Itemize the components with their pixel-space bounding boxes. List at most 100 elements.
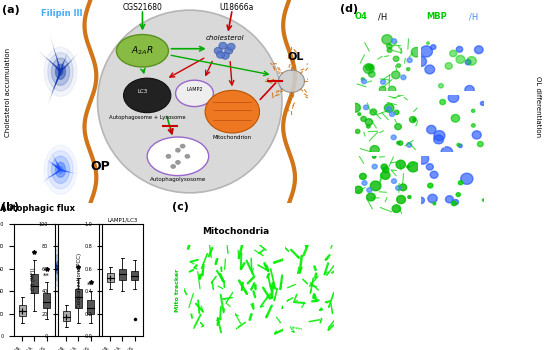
FancyBboxPatch shape: [31, 274, 38, 293]
Polygon shape: [416, 56, 426, 66]
Polygon shape: [465, 85, 474, 94]
Text: Mitochondrion: Mitochondrion: [213, 135, 252, 140]
Text: Autophagic flux: Autophagic flux: [1, 204, 75, 213]
Polygon shape: [56, 260, 65, 275]
Polygon shape: [481, 102, 485, 105]
Polygon shape: [456, 55, 465, 63]
Text: (d): (d): [340, 4, 358, 14]
FancyBboxPatch shape: [75, 289, 82, 308]
Circle shape: [185, 154, 190, 159]
Polygon shape: [56, 64, 65, 79]
Polygon shape: [456, 193, 460, 197]
Polygon shape: [370, 181, 381, 191]
Polygon shape: [52, 156, 69, 183]
Polygon shape: [428, 183, 433, 188]
Polygon shape: [48, 150, 73, 189]
FancyBboxPatch shape: [63, 312, 70, 321]
Polygon shape: [445, 63, 452, 69]
Text: Cholesterol accumulation: Cholesterol accumulation: [6, 48, 11, 137]
Polygon shape: [392, 205, 400, 212]
Polygon shape: [58, 166, 63, 173]
Polygon shape: [475, 46, 483, 54]
Polygon shape: [394, 110, 399, 114]
Polygon shape: [406, 166, 409, 168]
Text: LC3: LC3: [138, 89, 147, 94]
Polygon shape: [438, 84, 443, 88]
Text: Autophagosome + Lysosome: Autophagosome + Lysosome: [109, 115, 185, 120]
Polygon shape: [477, 141, 483, 147]
Ellipse shape: [124, 78, 171, 113]
Text: U18666a: U18666a: [237, 327, 259, 332]
FancyBboxPatch shape: [43, 293, 50, 308]
Polygon shape: [451, 114, 460, 122]
Text: OL differentiation: OL differentiation: [535, 76, 541, 137]
Circle shape: [406, 142, 412, 147]
Circle shape: [175, 160, 181, 165]
Text: **: **: [87, 282, 94, 288]
Polygon shape: [397, 64, 400, 67]
Polygon shape: [431, 45, 436, 49]
Polygon shape: [44, 47, 77, 96]
Text: (a): (a): [2, 5, 20, 15]
Polygon shape: [471, 109, 475, 112]
Polygon shape: [417, 197, 425, 204]
Circle shape: [166, 154, 171, 159]
Y-axis label: Colocalization (PCC): Colocalization (PCC): [76, 252, 81, 308]
Polygon shape: [382, 35, 392, 44]
Polygon shape: [411, 47, 422, 57]
Text: /H: /H: [469, 12, 478, 21]
Polygon shape: [358, 113, 361, 116]
Text: *: *: [32, 251, 36, 257]
Polygon shape: [417, 153, 428, 164]
Text: /H: /H: [378, 12, 387, 21]
Circle shape: [392, 179, 397, 183]
Polygon shape: [393, 56, 399, 61]
Polygon shape: [355, 186, 362, 194]
Circle shape: [407, 58, 412, 63]
Circle shape: [180, 144, 185, 149]
Polygon shape: [52, 58, 69, 85]
Text: MBP: MBP: [426, 12, 447, 21]
Text: OP: OP: [90, 160, 110, 173]
Text: Mito tracker: Mito tracker: [175, 269, 180, 312]
Text: U18666a + CGS: U18666a + CGS: [424, 205, 464, 211]
Polygon shape: [408, 162, 419, 172]
Polygon shape: [370, 146, 380, 154]
Text: *: *: [76, 268, 80, 274]
Polygon shape: [425, 65, 435, 74]
Text: Autophagolysosome: Autophagolysosome: [150, 177, 206, 182]
Polygon shape: [355, 130, 360, 133]
Polygon shape: [461, 173, 473, 184]
Polygon shape: [420, 46, 432, 57]
Text: U18666a: U18666a: [32, 206, 55, 212]
Polygon shape: [458, 181, 463, 185]
Polygon shape: [367, 193, 375, 201]
Polygon shape: [44, 145, 77, 194]
Polygon shape: [482, 199, 485, 201]
Circle shape: [401, 75, 406, 80]
Polygon shape: [351, 103, 360, 112]
Polygon shape: [364, 64, 374, 74]
Polygon shape: [366, 64, 372, 71]
Polygon shape: [278, 70, 305, 92]
Circle shape: [367, 188, 372, 192]
Circle shape: [364, 105, 368, 110]
Text: U18666a: U18666a: [424, 144, 446, 149]
Circle shape: [227, 43, 235, 50]
FancyBboxPatch shape: [119, 269, 126, 280]
Text: $A_{2A}R$: $A_{2A}R$: [131, 44, 154, 57]
Circle shape: [389, 112, 394, 117]
Text: CTR: CTR: [186, 327, 196, 332]
Polygon shape: [381, 164, 387, 170]
Text: **: **: [43, 273, 50, 279]
Circle shape: [217, 51, 224, 58]
Ellipse shape: [175, 80, 213, 106]
Ellipse shape: [205, 90, 260, 133]
Polygon shape: [388, 86, 396, 93]
Circle shape: [391, 135, 396, 140]
Polygon shape: [368, 65, 373, 69]
Polygon shape: [365, 119, 372, 125]
Polygon shape: [399, 184, 406, 191]
Polygon shape: [387, 48, 392, 52]
Polygon shape: [471, 124, 475, 127]
